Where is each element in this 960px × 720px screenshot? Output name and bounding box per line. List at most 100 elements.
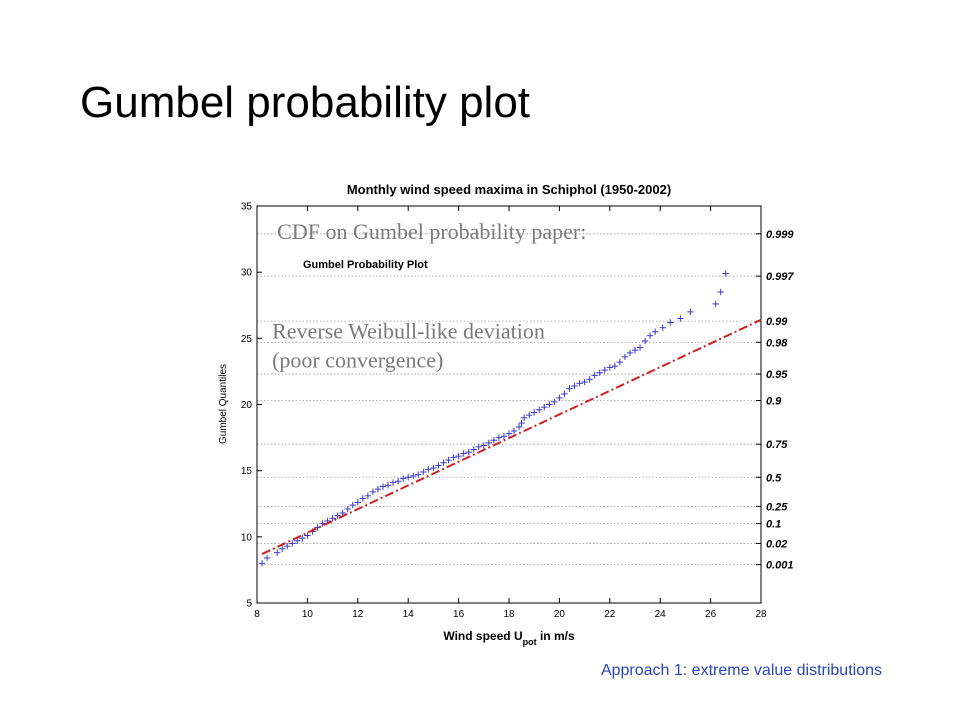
x-axis-label-tail: in m/s	[537, 629, 575, 643]
data-point	[651, 328, 659, 335]
data-point	[581, 378, 588, 386]
x-axis-label: Wind speed Upot in m/s	[443, 629, 575, 647]
data-point	[611, 362, 619, 370]
chart-annotation: Reverse Weibull-like deviation	[272, 318, 545, 343]
data-point	[626, 349, 634, 357]
x-axis-label-subscript: pot	[523, 637, 537, 647]
probability-tick-label: 0.02	[766, 538, 787, 550]
data-point	[722, 270, 729, 277]
data-point	[384, 482, 392, 489]
data-point	[460, 450, 467, 457]
chart-title: Monthly wind speed maxima in Schiphol (1…	[347, 182, 671, 197]
data-point	[646, 332, 654, 339]
data-point	[518, 419, 525, 427]
data-point	[556, 394, 563, 402]
data-point	[364, 492, 372, 500]
data-point	[284, 542, 291, 550]
x-tick-label: 18	[503, 609, 515, 620]
figure-background	[200, 170, 820, 660]
data-point	[289, 540, 296, 547]
data-point	[263, 554, 271, 562]
data-point	[405, 474, 412, 481]
data-point	[576, 380, 583, 387]
data-point	[566, 385, 573, 392]
chart-annotation: (poor convergence)	[272, 347, 443, 372]
data-point	[717, 288, 724, 296]
data-point	[525, 411, 533, 419]
probability-tick-label: 0.9	[766, 396, 782, 408]
data-point	[561, 390, 568, 398]
data-point	[354, 499, 361, 506]
data-point	[389, 479, 397, 486]
data-point	[536, 406, 543, 413]
data-point	[344, 505, 351, 513]
data-point	[399, 475, 407, 482]
data-point	[712, 300, 719, 308]
probability-tick-label: 0.98	[766, 337, 788, 349]
data-point	[531, 409, 538, 416]
data-point	[334, 512, 341, 519]
annotation-layer: CDF on Gumbel probability paper: Reverse …	[272, 219, 586, 372]
data-point	[586, 376, 593, 383]
series-layer	[258, 270, 762, 567]
data-point	[440, 459, 447, 466]
data-point	[379, 483, 387, 490]
data-point	[349, 501, 356, 509]
data-point	[606, 364, 613, 371]
probability-tick-label: 0.5	[766, 472, 782, 484]
data-point	[621, 353, 629, 361]
probability-tick-label: 0.75	[766, 439, 788, 451]
data-point	[631, 347, 639, 354]
data-point	[435, 462, 442, 469]
data-point	[294, 537, 301, 545]
data-point	[541, 403, 548, 411]
data-point	[455, 452, 462, 460]
data-point	[485, 439, 493, 447]
data-point	[636, 344, 644, 351]
data-point	[304, 532, 311, 539]
probability-tick-label: 0.001	[766, 560, 794, 572]
chart-subtitle: Gumbel Probability Plot	[303, 259, 428, 271]
x-tick-label: 28	[755, 609, 767, 620]
y-tick-label: 10	[241, 532, 253, 543]
data-point	[677, 315, 684, 322]
data-point	[450, 454, 457, 461]
data-point	[667, 319, 674, 326]
data-point	[415, 471, 422, 478]
text-layer: Monthly wind speed maxima in Schiphol (1…	[218, 182, 671, 647]
data-point	[410, 472, 417, 480]
data-point	[425, 466, 432, 473]
probability-tick-label: 0.997	[766, 271, 794, 283]
data-point	[369, 488, 377, 496]
y-tick-label: 25	[241, 334, 253, 345]
probability-tick-label: 0.999	[766, 229, 794, 241]
ticks-layer: 0.999 0.997 0.99 0.98 0.95 0.9 0.75 0.5 0.25 0.1 0…	[241, 202, 795, 621]
data-point	[329, 515, 336, 522]
data-point	[500, 433, 508, 440]
data-point	[687, 308, 694, 316]
data-point	[490, 437, 498, 444]
data-point	[279, 545, 286, 552]
y-tick-label: 15	[241, 466, 253, 477]
data-point	[641, 337, 649, 345]
y-tick-label: 30	[241, 268, 253, 279]
data-point	[394, 478, 402, 485]
data-point	[520, 414, 528, 421]
data-point	[359, 495, 367, 502]
data-point	[480, 442, 487, 449]
data-point	[515, 423, 523, 431]
x-tick-label: 20	[554, 609, 566, 620]
data-point	[470, 446, 477, 453]
data-point	[430, 464, 437, 472]
x-tick-label: 14	[403, 609, 415, 620]
chart-annotation: CDF on Gumbel probability paper:	[277, 219, 586, 244]
data-point	[475, 443, 482, 451]
data-point	[591, 372, 598, 379]
data-point	[616, 358, 624, 366]
data-point	[505, 430, 513, 437]
data-point	[510, 427, 518, 435]
data-point	[273, 549, 281, 556]
x-tick-label: 22	[604, 609, 616, 620]
x-tick-label: 10	[302, 609, 314, 620]
